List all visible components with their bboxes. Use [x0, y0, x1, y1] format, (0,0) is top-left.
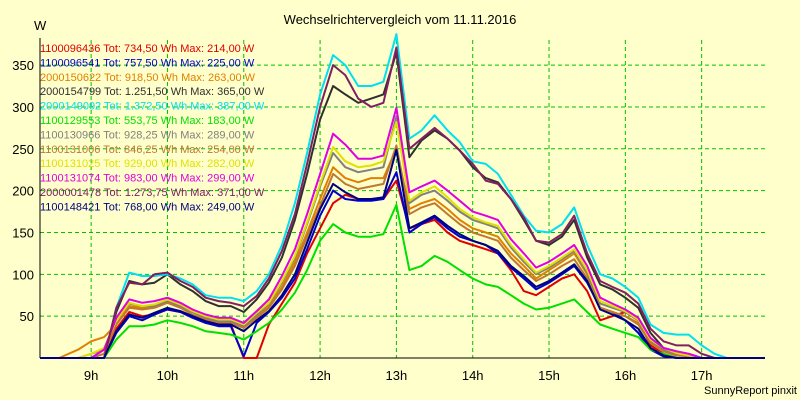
series-line-1100131006 — [40, 144, 765, 359]
y-tick-label: 300 — [12, 100, 34, 115]
series-line-2000001478 — [40, 46, 765, 359]
legend-entry-1100131006: 1100131006 Tot: 846,25 Wh Max: 254,00 W — [40, 144, 255, 156]
legend-entry-1100131025: 1100131025 Tot: 929,00 Wh Max: 282,00 W — [40, 158, 255, 170]
legend-entry-1100129553: 1100129553 Tot: 553,75 Wh Max: 183,00 W — [40, 115, 255, 127]
x-tick-label: 13h — [386, 368, 408, 383]
grid — [40, 40, 765, 358]
legend-entry-1100131074: 1100131074 Tot: 983,00 Wh Max: 299,00 W — [40, 173, 255, 185]
legend: 1100096436 Tot: 734,50 Wh Max: 214,00 W 1… — [40, 43, 265, 213]
y-tick-label: 100 — [12, 267, 34, 282]
series-line-1100131074 — [40, 106, 765, 359]
legend-entry-1100148421: 1100148421 Tot: 768,00 Wh Max: 249,00 W — [40, 201, 255, 213]
chart-title: Wechselrichtervergleich vom 11.11.2016 — [284, 12, 517, 27]
footer-credit: SunnyReport pinxit — [704, 385, 797, 397]
y-axis-unit-label: W — [34, 18, 47, 33]
x-tick-label: 11h — [233, 368, 254, 383]
legend-entry-1100130966: 1100130966 Tot: 928,25 Wh Max: 289,00 W — [40, 129, 255, 141]
x-tick-label: 12h — [309, 368, 331, 383]
series-lines — [40, 33, 765, 359]
x-tick-label: 9h — [84, 368, 98, 383]
legend-entry-2000001478: 2000001478 Tot: 1.273,75 Wh Max: 371,00 … — [40, 187, 265, 199]
series-line-1100129553 — [40, 203, 765, 359]
x-tick-label: 17h — [691, 368, 713, 383]
y-tick-label: 50 — [20, 309, 34, 324]
legend-entry-2000154799: 2000154799 Tot: 1.251,50 Wh Max: 365,00 … — [40, 86, 265, 98]
y-tick-label: 150 — [12, 225, 34, 240]
axes — [39, 38, 765, 359]
series-line-2000154799 — [40, 51, 765, 359]
legend-entry-1100096541: 1100096541 Tot: 757,50 Wh Max: 225,00 W — [40, 57, 255, 69]
x-tick-label: 15h — [538, 368, 560, 383]
y-tick-label: 200 — [12, 184, 34, 199]
series-line-1100148421 — [40, 148, 765, 359]
y-tick-label: 350 — [12, 58, 34, 73]
x-tick-label: 16h — [614, 368, 636, 383]
x-tick-label: 10h — [157, 368, 179, 383]
tick-labels: 50 100 150 200 250 300 350 9h 10h 11h 12h 13h 14h 15h… — [12, 58, 712, 383]
y-tick-label: 250 — [12, 142, 34, 157]
legend-entry-2000150622: 2000150622 Tot: 918,50 Wh Max: 263,00 W — [40, 72, 256, 84]
legend-entry-2000149092: 2000149092 Tot: 1.372,50 Wh Max: 387,00 … — [40, 101, 265, 113]
legend-entry-1100096436: 1100096436 Tot: 734,50 Wh Max: 214,00 W — [40, 43, 255, 55]
x-tick-label: 14h — [462, 368, 484, 383]
